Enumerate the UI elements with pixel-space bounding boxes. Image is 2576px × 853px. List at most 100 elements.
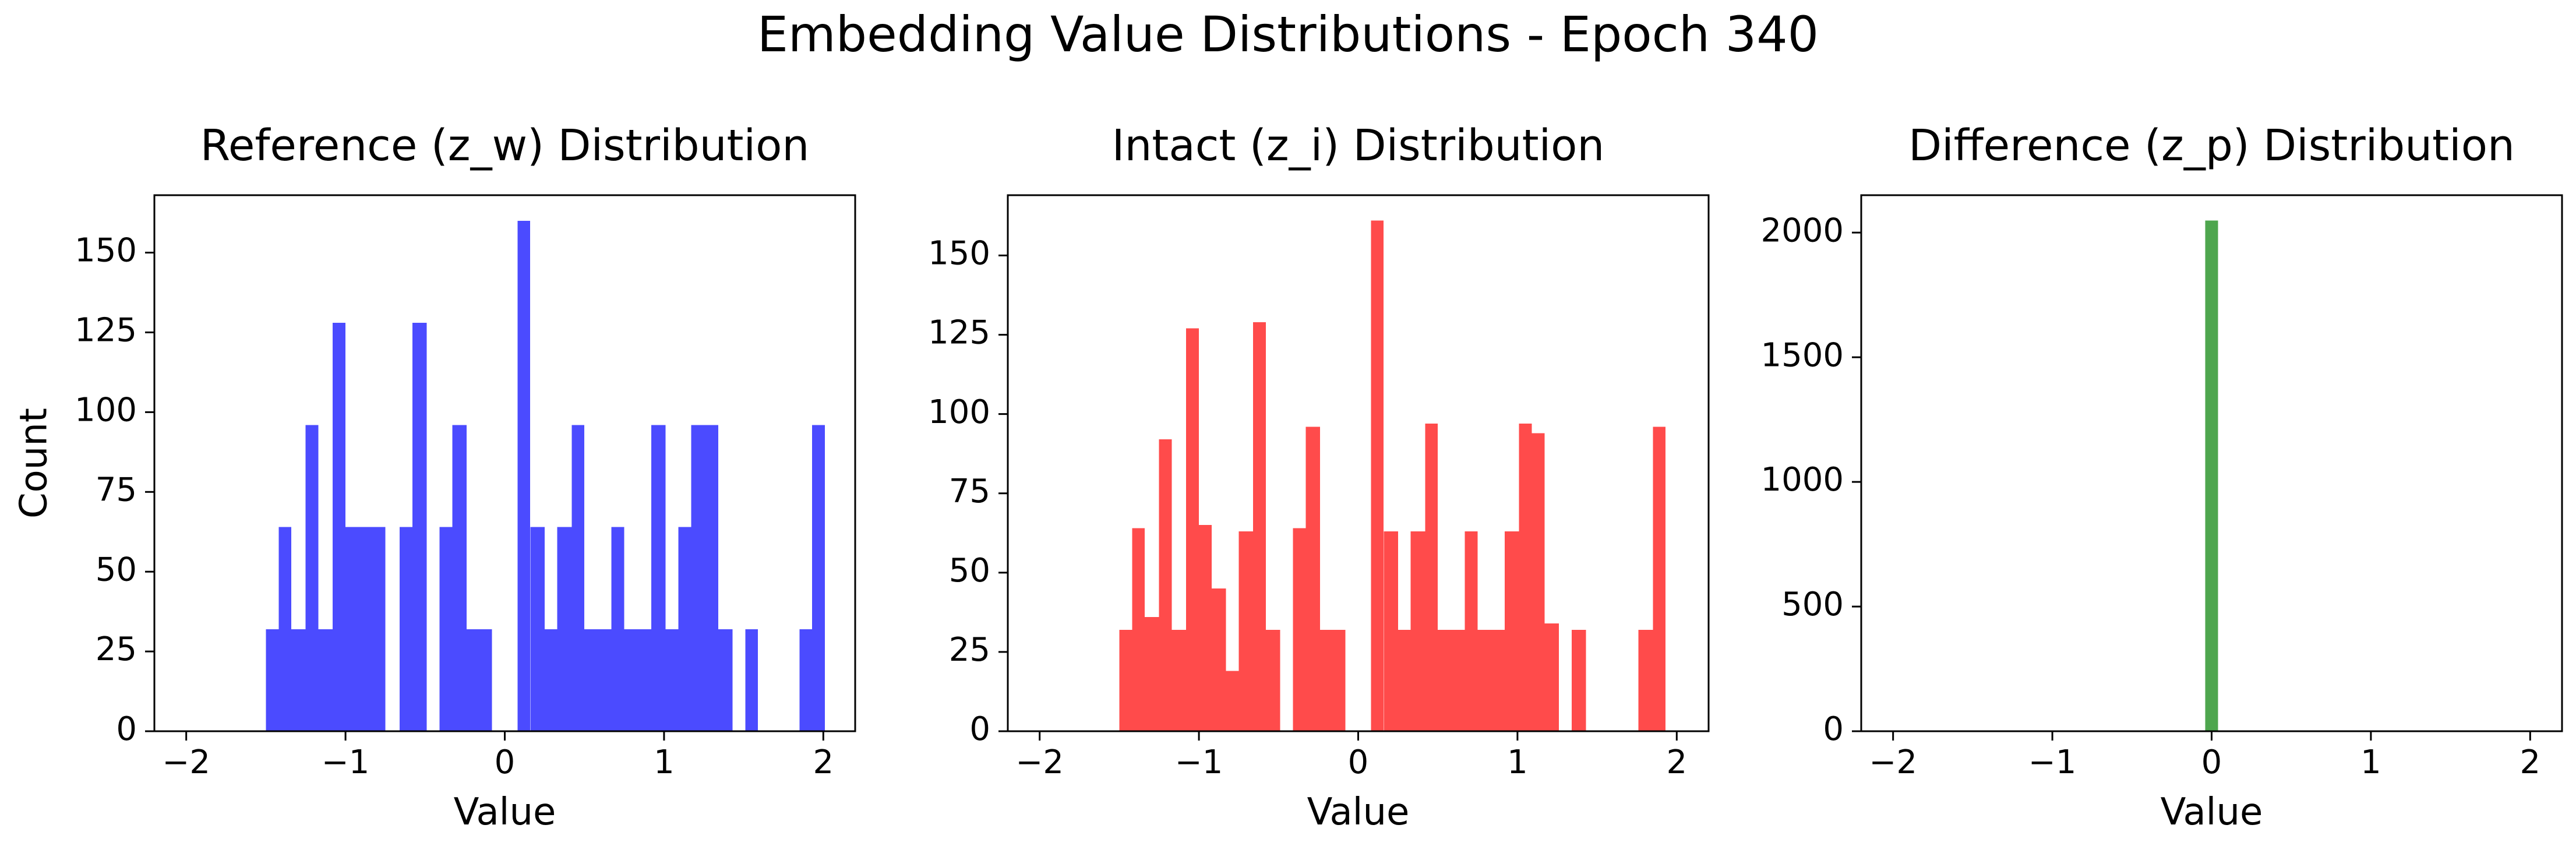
histogram-bar: [1571, 629, 1586, 731]
histogram-bar: [278, 527, 292, 731]
histogram-bar: [1253, 322, 1266, 731]
histogram-bar: [1638, 629, 1653, 731]
histogram-bar: [400, 527, 412, 731]
x-axis-label: Value: [454, 791, 556, 834]
panel-1: −2 −1 0 1 2 0 25 50 75 100 125 150 Reference (z_w) D…: [13, 121, 856, 834]
histogram-bar: [745, 629, 758, 731]
histogram-bar: [1226, 671, 1239, 731]
histogram-bar: [1371, 220, 1384, 731]
histogram-bar: [799, 629, 813, 731]
histogram-bar: [1186, 328, 1199, 731]
x-tick-label: 0: [2201, 743, 2222, 781]
y-tick-label: 100: [928, 393, 990, 431]
histogram-bar: [1332, 629, 1346, 731]
histogram-bar: [624, 629, 639, 731]
y-tick-label: 0: [1823, 710, 1844, 748]
y-tick-label: 1500: [1760, 336, 1844, 374]
y-tick-label: 125: [75, 312, 137, 350]
panel-3: −2 −1 0 1 2 0 500 1000 1500 2000 Difference (z_p) …: [1760, 121, 2563, 834]
histogram-bar: [412, 323, 427, 731]
histogram-bar: [611, 527, 624, 731]
x-tick-label: −2: [162, 743, 210, 781]
y-tick-label: 500: [1781, 586, 1844, 623]
histogram-bar: [530, 527, 545, 731]
histogram-bar: [305, 425, 319, 731]
y-tick-label: 25: [96, 630, 137, 668]
histogram-bar: [333, 323, 346, 731]
y-axis-label: Count: [13, 408, 56, 519]
histogram-bar: [266, 629, 279, 731]
y-tick-label: 125: [928, 314, 990, 352]
histogram-bar: [1465, 531, 1478, 731]
histogram-bar: [291, 629, 306, 731]
histogram-bar: [1119, 629, 1132, 731]
histogram-bar: [1398, 629, 1411, 731]
x-tick-label: 1: [2360, 743, 2381, 781]
histogram-bar: [318, 629, 333, 731]
histogram-bar: [1653, 426, 1666, 731]
histogram-bar: [1532, 433, 1545, 731]
histogram-bar: [584, 629, 598, 731]
histogram-bar: [1410, 531, 1425, 731]
histogram-bar: [718, 629, 733, 731]
histogram-bar: [571, 425, 585, 731]
histogram-bar: [466, 629, 479, 731]
x-tick-label: 1: [654, 743, 675, 781]
histogram-bar: [452, 425, 467, 731]
histogram-bar: [358, 527, 373, 731]
histogram-bar: [345, 527, 358, 731]
x-tick-label: −1: [1175, 743, 1223, 781]
x-tick-label: 0: [495, 743, 516, 781]
y-tick-label: 2000: [1760, 212, 1844, 249]
y-tick-label: 25: [949, 631, 990, 669]
figure-suptitle: Embedding Value Distributions - Epoch 34…: [757, 6, 1819, 63]
histogram-bar: [517, 220, 531, 731]
histogram-bar: [1492, 629, 1505, 731]
x-tick-label: 2: [813, 743, 834, 781]
histogram-bar: [597, 629, 612, 731]
histogram-bar: [1145, 617, 1159, 731]
histogram-bar: [665, 629, 679, 731]
histogram-bar: [2205, 220, 2218, 731]
histogram-bar: [1477, 629, 1492, 731]
histogram-bar: [1319, 629, 1333, 731]
y-tick-label: 150: [75, 232, 137, 270]
histogram-bar: [439, 527, 453, 731]
histogram-bar: [1265, 629, 1280, 731]
histogram-bar: [479, 629, 492, 731]
histogram-bar: [812, 425, 825, 731]
panel-title: Intact (z_i) Distribution: [1112, 121, 1605, 171]
x-tick-label: −1: [2028, 743, 2077, 781]
histogram-bar: [1171, 629, 1187, 731]
histogram-bar: [678, 527, 691, 731]
y-tick-label: 0: [116, 710, 137, 748]
histogram-bar: [1544, 623, 1559, 731]
histogram-bar: [1505, 531, 1519, 731]
x-tick-label: −2: [1015, 743, 1064, 781]
y-tick-label: 150: [928, 235, 990, 273]
histogram-bar: [691, 425, 705, 731]
histogram-bar: [1384, 531, 1398, 731]
histogram-bar: [1305, 426, 1320, 731]
histogram-bar: [1159, 439, 1172, 731]
histogram-bar: [1238, 531, 1254, 731]
histogram-bar: [1425, 423, 1438, 731]
y-tick-label: 75: [949, 473, 990, 510]
histogram-bar: [1199, 525, 1212, 731]
x-tick-label: 1: [1507, 743, 1528, 781]
x-tick-label: 2: [1666, 743, 1687, 781]
panel-title: Reference (z_w) Distribution: [200, 121, 810, 171]
y-tick-label: 1000: [1760, 461, 1844, 499]
x-tick-label: 0: [1348, 743, 1369, 781]
y-tick-label: 0: [969, 710, 990, 748]
histogram-bar: [1132, 528, 1145, 731]
histogram-bar: [1451, 629, 1465, 731]
histogram-bar: [1293, 528, 1306, 731]
histogram-bar: [544, 629, 557, 731]
y-tick-label: 50: [96, 551, 137, 588]
panel-title: Difference (z_p) Distribution: [1908, 121, 2515, 171]
y-tick-label: 100: [75, 392, 137, 429]
